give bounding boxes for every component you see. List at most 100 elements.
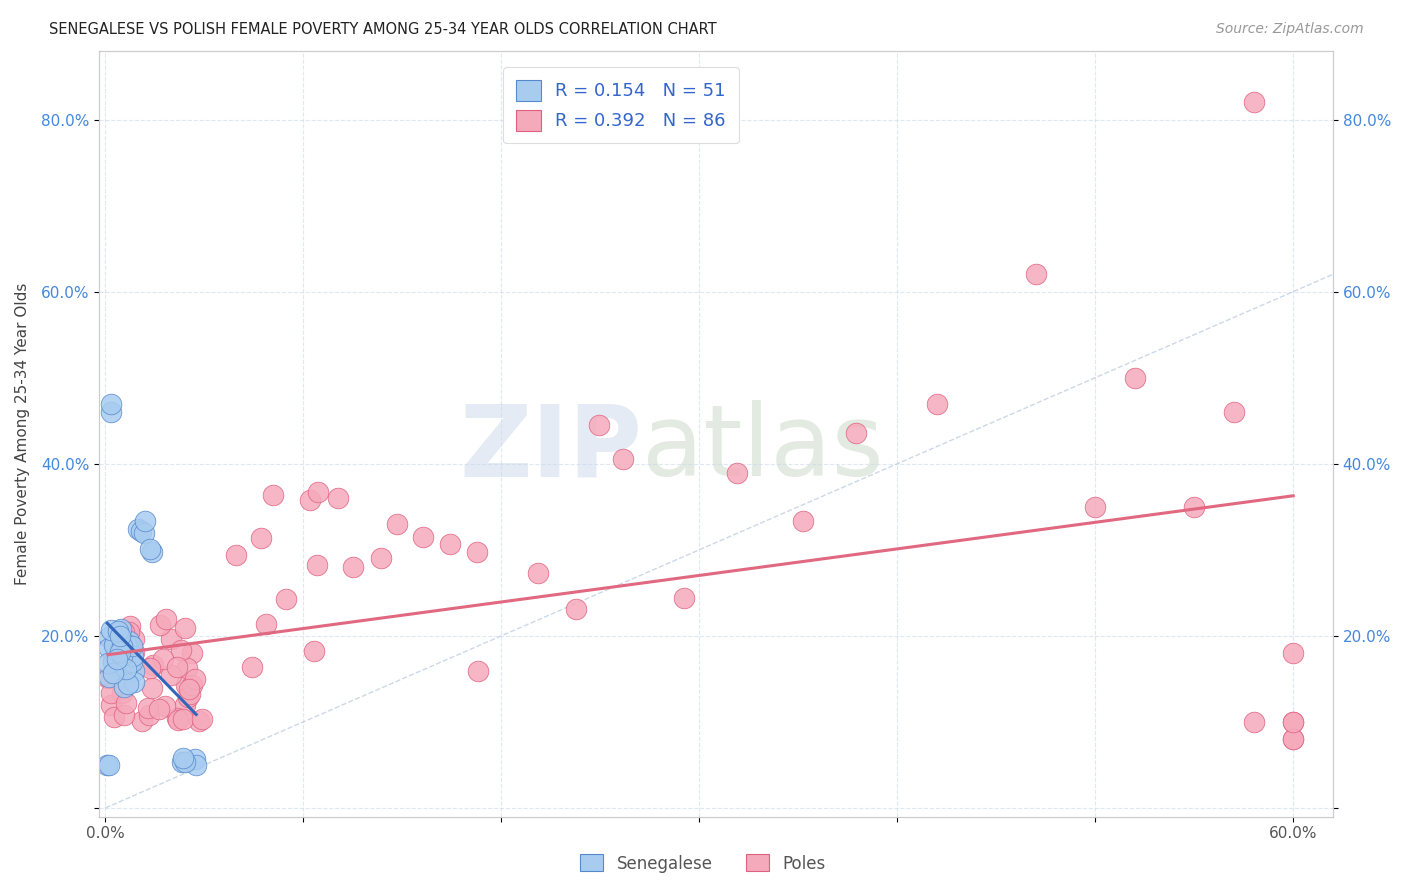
Point xyxy=(181,678,204,692)
Point xyxy=(122,675,145,690)
Point xyxy=(1282,714,1305,729)
Point xyxy=(673,591,696,606)
Text: atlas: atlas xyxy=(643,401,884,498)
Point xyxy=(186,757,208,772)
Point xyxy=(138,541,160,556)
Point xyxy=(101,655,124,669)
Point xyxy=(342,559,364,574)
Point xyxy=(149,617,172,632)
Point xyxy=(110,659,132,673)
Point xyxy=(387,516,409,531)
Point xyxy=(141,681,163,695)
Point xyxy=(152,652,174,666)
Point xyxy=(96,758,118,772)
Point xyxy=(167,713,190,727)
Point xyxy=(110,653,132,667)
Point xyxy=(124,664,146,678)
Point xyxy=(108,635,131,649)
Point xyxy=(276,591,298,606)
Point xyxy=(141,545,163,559)
Point xyxy=(100,698,122,712)
Point xyxy=(305,558,328,572)
Point xyxy=(465,544,488,558)
Point xyxy=(131,714,153,728)
Point xyxy=(172,755,194,769)
Point xyxy=(138,708,160,723)
Point xyxy=(100,686,122,700)
Point xyxy=(174,755,197,769)
Point xyxy=(792,514,814,528)
Point xyxy=(101,666,124,681)
Point xyxy=(307,484,329,499)
Point xyxy=(118,656,141,670)
Point xyxy=(134,526,156,541)
Point xyxy=(118,625,141,640)
Point xyxy=(179,687,201,701)
Point xyxy=(1084,500,1107,514)
Point xyxy=(172,713,194,727)
Point xyxy=(117,646,139,660)
Point xyxy=(112,624,135,639)
Point xyxy=(166,659,188,673)
Point xyxy=(111,640,134,654)
Point xyxy=(122,632,145,646)
Point xyxy=(129,524,152,538)
Point xyxy=(439,537,461,551)
Point xyxy=(1182,500,1205,514)
Point xyxy=(370,551,392,566)
Point xyxy=(262,487,284,501)
Point xyxy=(1025,268,1047,282)
Point xyxy=(298,492,321,507)
Point xyxy=(925,396,948,410)
Point xyxy=(104,636,127,650)
Point xyxy=(121,639,143,653)
Point xyxy=(121,655,143,669)
Point xyxy=(107,626,129,640)
Point xyxy=(1282,714,1305,729)
Point xyxy=(160,632,183,646)
Point xyxy=(101,654,124,668)
Point xyxy=(170,643,193,657)
Point xyxy=(184,672,207,686)
Point xyxy=(160,667,183,681)
Point xyxy=(1243,714,1265,729)
Point xyxy=(105,652,128,666)
Point xyxy=(103,710,125,724)
Point xyxy=(225,548,247,562)
Point xyxy=(148,702,170,716)
Point xyxy=(98,630,121,644)
Point xyxy=(100,396,122,410)
Point xyxy=(1243,95,1265,110)
Point xyxy=(139,661,162,675)
Point xyxy=(111,653,134,667)
Point xyxy=(112,681,135,695)
Point xyxy=(110,645,132,659)
Point xyxy=(181,646,204,660)
Point xyxy=(725,467,748,481)
Point xyxy=(328,491,350,505)
Point xyxy=(118,619,141,633)
Legend: R = 0.154   N = 51, R = 0.392   N = 86: R = 0.154 N = 51, R = 0.392 N = 86 xyxy=(503,68,738,144)
Y-axis label: Female Poverty Among 25-34 Year Olds: Female Poverty Among 25-34 Year Olds xyxy=(15,283,30,585)
Point xyxy=(187,714,209,728)
Point xyxy=(172,751,194,765)
Point xyxy=(97,656,120,670)
Point xyxy=(176,661,198,675)
Point xyxy=(118,634,141,648)
Point xyxy=(100,623,122,637)
Point xyxy=(108,642,131,657)
Point xyxy=(122,645,145,659)
Point xyxy=(114,662,136,676)
Point xyxy=(1123,370,1146,384)
Point xyxy=(98,758,121,772)
Point xyxy=(184,752,207,766)
Point xyxy=(108,629,131,643)
Point xyxy=(108,662,131,676)
Point xyxy=(1282,732,1305,747)
Point xyxy=(103,638,125,652)
Point xyxy=(107,624,129,638)
Point xyxy=(155,612,177,626)
Point xyxy=(122,648,145,663)
Point xyxy=(115,637,138,651)
Point xyxy=(110,686,132,700)
